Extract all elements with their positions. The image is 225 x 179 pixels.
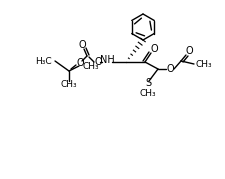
Text: O: O xyxy=(185,46,193,56)
Text: CH₃: CH₃ xyxy=(195,59,212,69)
Text: CH₃: CH₃ xyxy=(61,79,77,88)
Text: O: O xyxy=(150,44,158,54)
Text: NH: NH xyxy=(100,55,114,65)
Text: H₃C: H₃C xyxy=(35,57,52,66)
Text: O: O xyxy=(76,58,84,68)
Text: S: S xyxy=(145,78,151,88)
Text: O: O xyxy=(166,64,174,74)
Text: CH₃: CH₃ xyxy=(82,62,99,71)
Text: O: O xyxy=(78,40,86,50)
Text: CH₃: CH₃ xyxy=(140,88,156,98)
Text: O: O xyxy=(94,57,102,67)
